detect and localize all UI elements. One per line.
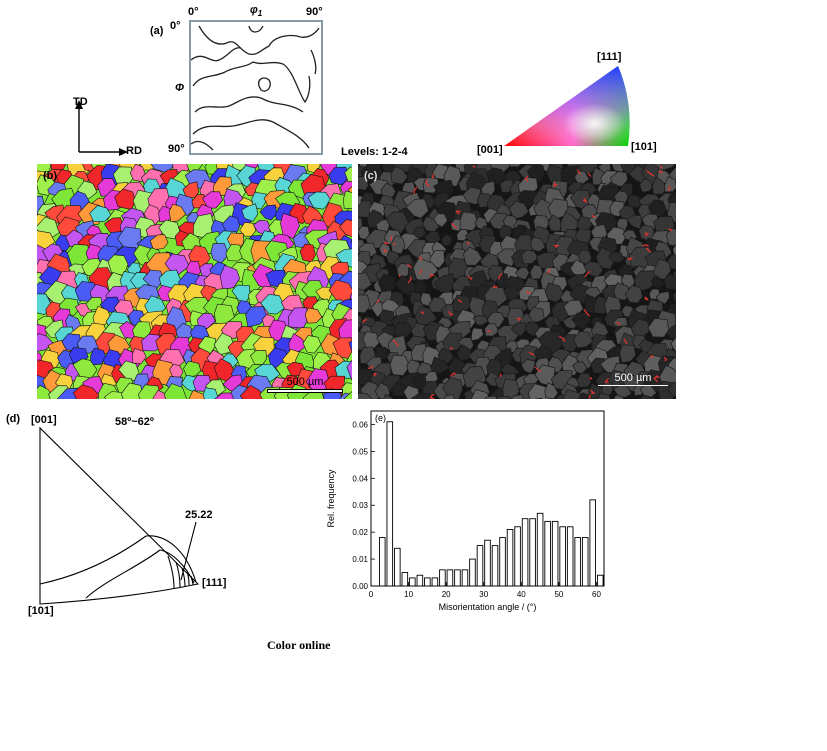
histogram-bar [461,569,469,587]
panel-a-x-start: 0° [188,6,199,18]
y-tick-label: 0.00 [352,582,368,591]
y-tick-label: 0.05 [352,447,368,456]
histogram-bar [446,569,454,587]
panel-c-scale-text: 500 µm [614,372,652,384]
histogram-bar [559,526,566,587]
x-tick-label: 50 [554,590,563,599]
x-tick-label: 40 [517,590,526,599]
odf-section [189,20,323,155]
panel-c-label: (c) [364,170,378,182]
histogram-bar [409,577,416,587]
histogram-bar [589,499,596,587]
x-tick-label: 20 [442,590,451,599]
histogram-bar [454,569,461,587]
panel-d-corner-111: [111] [202,577,227,589]
odf-frame [189,20,323,155]
y-tick-label: 0.04 [352,474,368,483]
td-arrow-icon [75,100,83,109]
histogram-bar [596,574,604,587]
histogram-bar [469,558,476,587]
y-tick-label: 0.06 [352,420,368,429]
y-tick-label: 0.02 [352,528,368,537]
histogram-bar [386,421,394,587]
histogram-y-axis-label: Rel. frequency [326,469,336,528]
panel-d-max-value: 25.22 [185,509,213,521]
panel-e-label: (e) [375,413,386,423]
y-tick-label: 0.03 [352,501,368,510]
panel-c-scale-bar: 500 µm [598,372,668,390]
histogram-bar [431,577,439,587]
panel-d-label: (d) [6,413,21,425]
histogram-x-axis-label: Misorientation angle / (°) [439,602,537,612]
histogram-bar [484,539,491,587]
ipf-key-101: [101] [631,141,657,153]
panel-a-x-end: 90° [306,6,323,18]
x-tick-label: 10 [404,590,413,599]
orientation-map-grains [37,164,352,399]
panel-a-y-start: 0° [170,20,181,32]
histogram-bar [416,574,424,587]
odf-contours [190,25,320,151]
y-tick-label: 0.01 [352,555,368,564]
histogram-bar [536,512,544,587]
histogram-bar [574,537,581,587]
panel-b-scale-bar: 500 µm [267,376,343,393]
histogram-bar [491,545,499,587]
panel-a-y-axis: Φ [175,82,185,94]
panel-b-scale-text: 500 µm [286,376,324,388]
misorientation-histogram: 0 10 20 30 40 50 60 0.00 0.01 0.02 0.03 0.04 0.05 0.0… [326,410,605,612]
panel-a-x-axis: φ1 [250,4,263,19]
boundary-map-grains [358,164,676,399]
histogram-bar [476,545,484,587]
histogram-bar [551,520,559,587]
panel-d-corner-101: [101] [28,605,54,617]
rd-arrow-icon [119,148,128,156]
td-rd-axes [75,100,128,156]
stereographic-triangle [39,426,200,605]
ipf-color-key [504,66,630,146]
histogram-bar [401,572,409,587]
max-value-leader-line [180,521,197,581]
td-label: TD [73,96,88,108]
histogram-bar [581,537,589,587]
levels-label: Levels: 1-2-4 [341,146,408,158]
rd-label: RD [126,145,142,157]
histogram-bar [506,529,514,587]
histogram-bar [439,569,446,587]
panel-a-y-end: 90° [168,143,185,155]
histogram-bar [379,537,386,587]
histogram-bar [544,520,551,587]
panel-d-range: 58º~62º [115,416,154,428]
histogram-bar [521,518,529,587]
histogram-bar [514,526,521,587]
x-tick-label: 0 [369,590,374,599]
figure-caption: Color online [267,638,331,652]
panel-d-corner-001: [001] [31,414,57,426]
boundary-map: (c) 500 µm [358,164,676,399]
misorientation-axis-triangle [39,426,200,605]
histogram-bar [394,547,401,587]
ipf-key-111: [111] [597,51,622,63]
x-tick-label: 60 [592,590,601,599]
histogram-bar [499,537,506,587]
x-tick-label: 30 [479,590,488,599]
panel-a-label: (a) [150,25,164,37]
panel-b-label: (b) [43,170,58,182]
histogram-bar [424,577,431,587]
ebsd-orientation-map: (b) 500 µm [37,164,352,399]
histogram-bar [529,518,536,587]
ipf-key-001: [001] [477,144,503,156]
histogram-bar [566,526,574,587]
